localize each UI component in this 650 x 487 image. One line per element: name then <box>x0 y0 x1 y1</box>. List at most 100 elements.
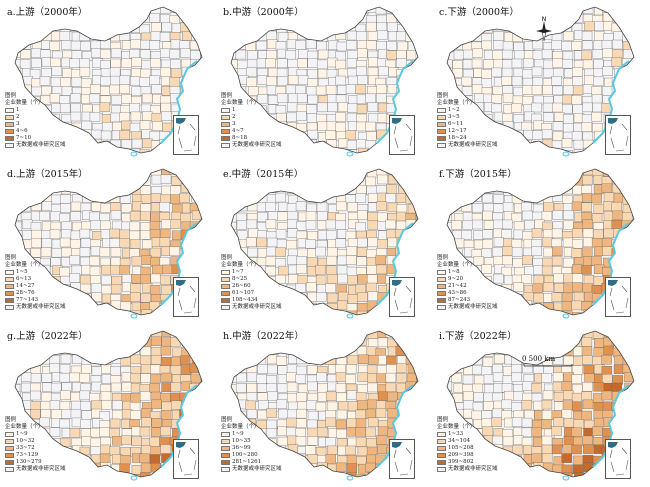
legend-swatch <box>5 129 14 134</box>
region-cell <box>236 185 247 195</box>
region-cell <box>139 77 150 87</box>
region-cell <box>72 354 83 364</box>
region-cell <box>316 7 328 14</box>
legend-row: 9~20 <box>437 276 498 283</box>
region-cell <box>59 364 71 374</box>
region-cell <box>190 85 202 96</box>
region-cell <box>418 231 428 240</box>
region-cell <box>30 472 41 477</box>
region-cell <box>295 40 306 50</box>
region-cell <box>159 202 170 212</box>
region-cell <box>611 220 622 230</box>
region-cell <box>231 474 238 477</box>
region-cell <box>386 50 397 60</box>
region-cell <box>407 22 418 33</box>
inset-map <box>392 280 413 314</box>
region-cell <box>39 21 50 32</box>
region-cell <box>296 93 308 103</box>
region-cell <box>296 264 307 274</box>
region-cell <box>513 391 525 401</box>
region-cell <box>542 174 553 185</box>
region-cell <box>169 49 180 59</box>
region-cell <box>130 410 141 420</box>
region-cell <box>307 129 318 140</box>
region-cell <box>150 273 161 284</box>
region-cell <box>355 284 366 294</box>
region-cell <box>347 202 358 212</box>
region-cell <box>622 229 633 239</box>
region-cell <box>149 13 160 23</box>
region-cell <box>633 66 634 76</box>
region-cell <box>307 58 318 68</box>
region-cell <box>159 392 171 403</box>
region-cell <box>581 122 593 132</box>
region-cell <box>572 13 584 24</box>
region-cell <box>80 78 92 88</box>
region-cell <box>573 419 585 429</box>
region-cell <box>358 7 369 15</box>
region-cell <box>89 84 101 94</box>
region-cell <box>501 383 513 393</box>
legend-swatch <box>437 305 446 310</box>
region-cell <box>452 393 463 403</box>
legend-row: 1~9 <box>5 431 66 438</box>
region-cell <box>417 186 418 196</box>
legend-row: 36~99 <box>221 445 282 452</box>
region-cell <box>632 123 634 133</box>
legend-row-nodata: 无数据或非研究区域 <box>437 304 498 311</box>
legend-swatch <box>437 270 446 275</box>
region-cell <box>202 195 212 204</box>
region-cell <box>129 49 140 59</box>
region-cell <box>561 331 573 339</box>
region-cell <box>161 22 172 33</box>
legend-label: 1~8 <box>448 269 460 275</box>
region-cell <box>553 392 565 402</box>
region-cell <box>20 192 31 203</box>
map-panel: i.下游（2022年） 图例 企业数量（个） 1~33 34~104 105~208 209… <box>433 325 649 487</box>
region-cell <box>110 112 121 123</box>
region-cell <box>583 364 594 375</box>
region-cell <box>408 331 418 338</box>
south-china-sea-inset <box>605 277 631 317</box>
region-cell <box>100 203 112 213</box>
region-cell <box>169 76 180 87</box>
region-cell <box>285 149 296 153</box>
region-cell <box>634 212 644 221</box>
region-cell <box>481 264 492 274</box>
region-cell <box>129 122 141 133</box>
region-cell <box>594 21 605 31</box>
region-cell <box>70 230 82 241</box>
region-cell <box>256 58 268 68</box>
region-cell <box>189 239 200 249</box>
region-cell <box>407 363 418 374</box>
region-cell <box>491 67 502 78</box>
region-cell <box>614 408 625 419</box>
region-cell <box>366 346 378 357</box>
legend-title: 图例 <box>5 255 17 261</box>
region-cell <box>286 102 298 112</box>
region-cell <box>200 132 202 142</box>
region-cell <box>200 285 202 295</box>
legend-row: 8~25 <box>221 276 282 283</box>
region-cell <box>191 337 202 348</box>
region-cell <box>247 50 258 60</box>
region-cell <box>396 331 407 340</box>
region-cell <box>110 257 122 267</box>
region-cell <box>543 7 554 16</box>
region-cell <box>355 437 367 447</box>
region-cell <box>149 383 160 393</box>
region-cell <box>307 69 318 79</box>
region-cell <box>415 285 418 295</box>
region-cell <box>633 174 634 184</box>
region-cell <box>603 345 614 356</box>
region-cell <box>161 311 173 315</box>
region-cell <box>522 33 533 43</box>
region-cell <box>59 372 71 383</box>
legend-label: 无数据或非研究区域 <box>232 142 282 148</box>
region-cell <box>90 148 101 153</box>
region-cell <box>190 184 201 194</box>
region-cell <box>199 391 202 402</box>
region-cell <box>100 391 112 401</box>
region-cell <box>201 471 202 477</box>
legend-label: 6~13 <box>16 276 32 282</box>
